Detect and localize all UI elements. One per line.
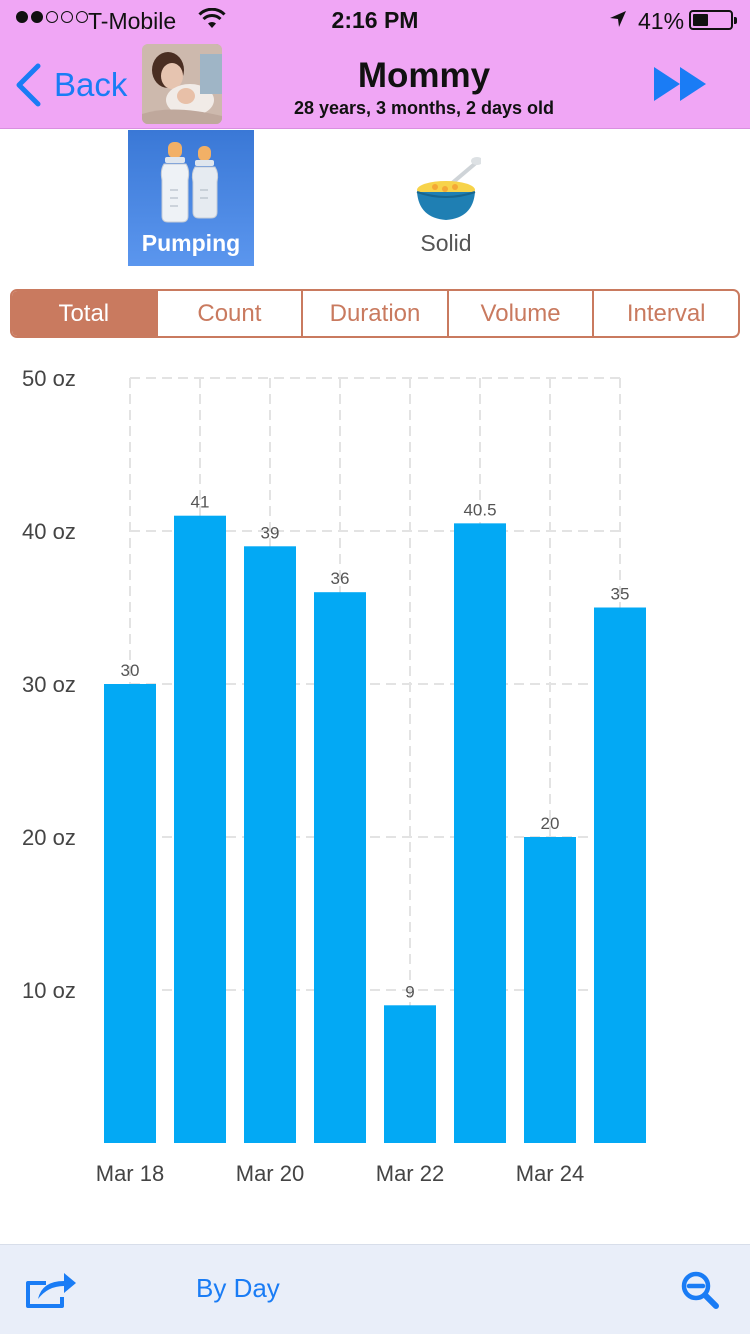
metric-tabs: Total Count Duration Volume Interval xyxy=(10,289,740,338)
bar-value-label: 20 xyxy=(541,814,560,833)
zoom-out-icon[interactable] xyxy=(680,1270,720,1310)
pumping-total-bar-chart: 10 oz 20 oz 30 oz 40 oz 50 oz 30 41 39 36 9 40.5 20… xyxy=(22,366,646,1186)
chevron-left-icon xyxy=(16,63,41,107)
status-time: 2:16 PM xyxy=(331,7,419,33)
period-selector[interactable]: By Day xyxy=(196,1273,280,1303)
y-axis-tick-label: 30 oz xyxy=(22,672,76,697)
bar-mar-24 xyxy=(524,837,576,1143)
category-solid[interactable]: Solid xyxy=(383,130,509,266)
bar-value-label: 39 xyxy=(261,523,280,542)
bar-value-label: 35 xyxy=(611,585,630,604)
x-axis-tick-label: Mar 24 xyxy=(516,1161,584,1186)
cereal-bowl-icon xyxy=(416,157,481,220)
bar-mar-21 xyxy=(314,592,366,1143)
bar-mar-18 xyxy=(104,684,156,1143)
carrier-name: T-Mobile xyxy=(88,8,177,34)
bar-value-label: 30 xyxy=(121,661,140,680)
bar-mar-25 xyxy=(594,607,646,1143)
bottles-icon xyxy=(160,142,219,223)
share-icon[interactable] xyxy=(24,1269,78,1309)
bar-mar-20 xyxy=(244,546,296,1143)
avatar[interactable] xyxy=(142,44,222,124)
category-label: Pumping xyxy=(141,230,241,256)
signal-strength-icon xyxy=(16,11,88,23)
y-axis-tick-label: 40 oz xyxy=(22,519,76,544)
back-label: Back xyxy=(54,66,128,103)
bar-value-label: 40.5 xyxy=(463,500,496,519)
bar-value-label: 36 xyxy=(331,569,350,588)
y-axis-tick-label: 10 oz xyxy=(22,978,76,1003)
navigation-header: T-Mobile 2:16 PM 41% Back Mommy 28 ye xyxy=(0,0,750,129)
status-bar: T-Mobile 2:16 PM 41% xyxy=(0,0,750,40)
y-axis-tick-label: 50 oz xyxy=(22,366,76,391)
x-axis-tick-label: Mar 20 xyxy=(236,1161,304,1186)
bar-value-label: 9 xyxy=(405,982,414,1001)
category-pumping[interactable]: Pumping xyxy=(128,130,254,266)
bar-mar-22 xyxy=(384,1005,436,1143)
tab-duration[interactable]: Duration xyxy=(303,291,449,336)
location-arrow-icon xyxy=(610,11,626,27)
tab-interval[interactable]: Interval xyxy=(626,299,706,327)
category-label: Solid xyxy=(420,230,472,256)
bottom-toolbar: By Day xyxy=(0,1244,750,1334)
page-subtitle: 28 years, 3 months, 2 days old xyxy=(293,98,555,118)
tab-total[interactable]: Total xyxy=(12,291,158,336)
avatar-photo xyxy=(142,44,222,124)
bar-value-label: 41 xyxy=(191,493,210,512)
x-axis-tick-label: Mar 18 xyxy=(96,1161,164,1186)
wifi-icon xyxy=(198,8,226,28)
fast-forward-icon[interactable] xyxy=(652,64,710,104)
back-button[interactable]: Back xyxy=(14,62,127,108)
battery-icon xyxy=(689,10,737,30)
tab-volume[interactable]: Volume xyxy=(449,291,595,336)
bar-mar-19 xyxy=(174,515,226,1143)
page-title: Mommy xyxy=(357,56,491,95)
bar-mar-23 xyxy=(454,523,506,1143)
battery-percent: 41% xyxy=(638,8,685,34)
y-axis-tick-label: 20 oz xyxy=(22,825,76,850)
x-axis-tick-label: Mar 22 xyxy=(376,1161,444,1186)
tab-count[interactable]: Count xyxy=(158,291,304,336)
